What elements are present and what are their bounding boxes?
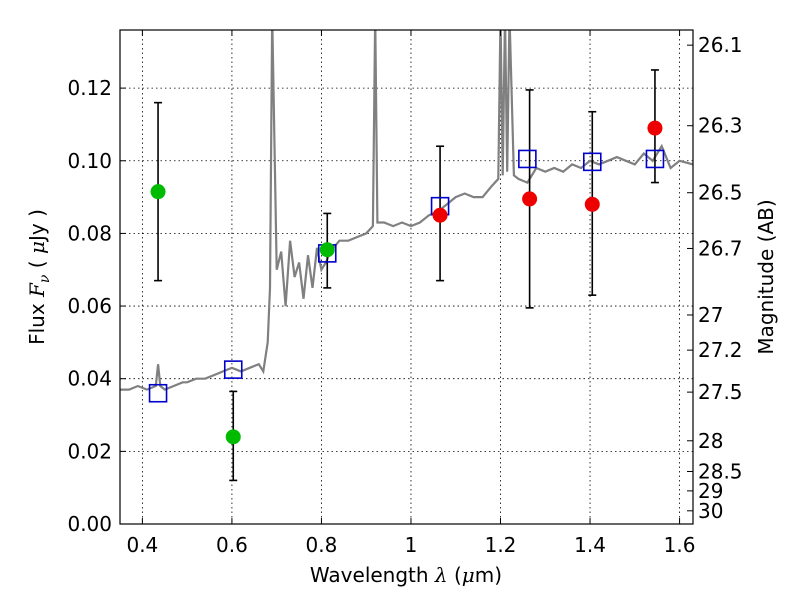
x-axis-title: Wavelength λ (μm) xyxy=(310,563,502,587)
y2-tick-label: 29 xyxy=(698,479,723,503)
y2-tick-label: 26.7 xyxy=(698,236,743,260)
y2-tick-label: 26.3 xyxy=(698,114,743,138)
y2-tick-label: 27 xyxy=(698,303,723,327)
y-tick-label: 0.08 xyxy=(67,221,112,245)
x-tick-label: 0.4 xyxy=(126,533,158,557)
y-tick-labels: 0.00 0.02 0.04 0.06 0.08 0.10 0.12 xyxy=(67,76,112,536)
model-square xyxy=(582,152,602,172)
y2-tick-label: 26.5 xyxy=(698,181,743,205)
y2-tick-label: 27.2 xyxy=(698,338,743,362)
model-square xyxy=(645,149,665,169)
y-tick-label: 0.06 xyxy=(67,294,112,318)
x-tick-labels: 0.4 0.6 0.8 1 1.2 1.4 1.6 xyxy=(126,533,695,557)
error-bars-layer xyxy=(154,69,659,482)
x-tick-label: 1.6 xyxy=(664,533,696,557)
spectrum-line xyxy=(120,30,693,391)
y-tick-label: 0.10 xyxy=(67,149,112,173)
model-square xyxy=(223,360,243,379)
green-data-point xyxy=(150,184,166,200)
green-data-point xyxy=(319,242,335,258)
y2-tick-label: 30 xyxy=(698,499,723,523)
y-tick-label: 0.02 xyxy=(67,439,112,463)
red-data-point xyxy=(432,207,448,223)
plot-frame xyxy=(119,29,694,525)
red-data-point xyxy=(522,191,538,207)
y2-tick-label: 27.5 xyxy=(698,380,743,404)
y2-tick-label: 26.1 xyxy=(698,33,743,57)
x-tick-label: 0.6 xyxy=(216,533,248,557)
x-tick-label: 0.8 xyxy=(306,533,338,557)
y2-tick-label: 28 xyxy=(698,429,723,453)
red-data-point xyxy=(584,196,600,212)
data-points-layer xyxy=(150,120,663,445)
y-tick-label: 0.04 xyxy=(67,367,112,391)
y-tick-label: 0.12 xyxy=(67,76,112,100)
x-tick-label: 1.2 xyxy=(485,533,517,557)
y-axis-title: Flux Fν ( μJy ) xyxy=(25,209,53,345)
model-square xyxy=(148,383,168,403)
x-tick-label: 1.4 xyxy=(574,533,606,557)
green-data-point xyxy=(225,429,241,445)
model-squares-layer xyxy=(148,149,665,403)
y-tick-label: 0.00 xyxy=(67,512,112,536)
red-data-point xyxy=(647,120,663,136)
axis-ticks xyxy=(120,30,693,525)
x-tick-label: 1 xyxy=(405,533,418,557)
model-square xyxy=(518,149,537,169)
y2-axis-title: Magnitude (AB) xyxy=(754,199,778,354)
y2-tick-label: 28.5 xyxy=(698,459,743,483)
spectrum-line-layer xyxy=(120,30,693,391)
grid-lines xyxy=(120,30,693,525)
